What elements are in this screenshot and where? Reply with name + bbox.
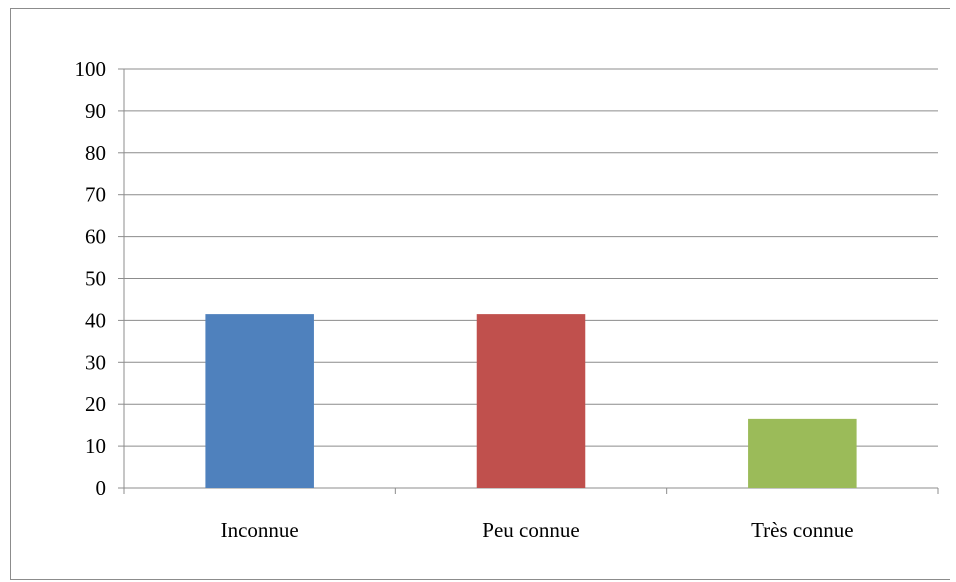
y-tick-label: 30 [85,350,106,374]
y-tick-label: 50 [85,267,106,291]
bar-peu-connue [476,314,586,488]
y-tick-label: 60 [85,225,106,249]
y-tick-label: 0 [96,476,107,500]
y-tick-label: 90 [85,99,106,123]
y-tick-label: 100 [75,57,107,81]
bar-tres-connue [748,418,857,488]
y-tick-label: 20 [85,392,106,416]
y-tick-label: 10 [85,434,106,458]
y-tick-label: 70 [85,183,106,207]
y-tick-label: 40 [85,308,106,332]
x-category-label: Inconnue [221,518,299,542]
y-tick-label: 80 [85,141,106,165]
x-category-label: Très connue [751,518,853,542]
x-category-label: Peu connue [482,518,579,542]
bar-inconnue [205,314,314,488]
